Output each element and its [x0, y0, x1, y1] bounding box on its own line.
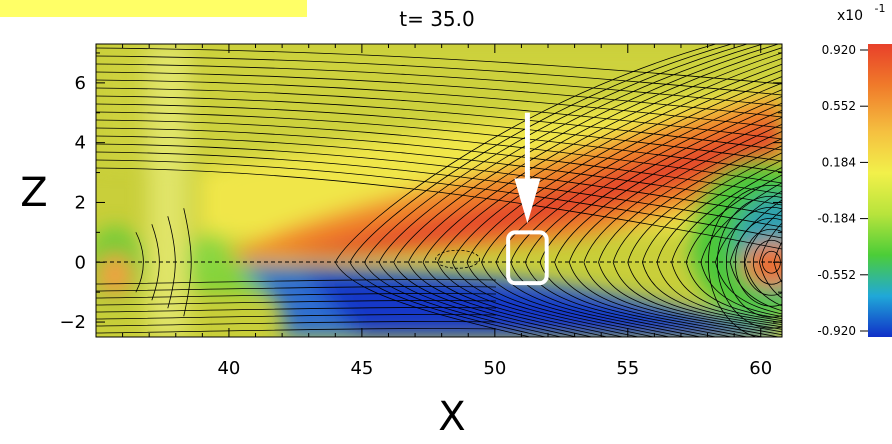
field-line: [96, 103, 782, 162]
field-line: [96, 286, 497, 292]
field-line: [378, 44, 765, 337]
field-line: [744, 209, 782, 307]
field-line: [96, 111, 782, 173]
field-line: [96, 143, 782, 217]
field-line: [627, 145, 782, 328]
field-line: [96, 127, 782, 195]
field-line: [96, 47, 782, 85]
plot-frame: [95, 43, 783, 338]
x-tick-label: 60: [749, 358, 772, 379]
field-line: [466, 69, 782, 337]
field-line: [729, 199, 782, 312]
x-tick-label: 45: [350, 358, 373, 379]
field-line: [96, 151, 782, 228]
colorbar-scale-label: x10: [837, 8, 863, 24]
annotation-arrow: [514, 112, 541, 224]
field-line: [407, 47, 782, 337]
field-line: [96, 307, 497, 313]
x-tick-label: 50: [483, 358, 506, 379]
x-tick-label: 40: [217, 358, 240, 379]
field-line: [96, 293, 497, 299]
field-line: [554, 109, 782, 337]
y-tick-label: −2: [59, 312, 86, 333]
field-line: [510, 89, 782, 337]
highlight-box: [506, 230, 549, 286]
colorbar: [868, 44, 892, 337]
field-line: [641, 152, 782, 326]
field-line: [183, 208, 192, 317]
colorbar-tick-label: 0.552: [822, 99, 856, 113]
colorbar-ticks: 0.920 0.552 0.184 -0.184 -0.552 -0.920: [817, 43, 868, 338]
y-tick-label: 2: [75, 192, 86, 213]
arrow-head: [514, 178, 541, 224]
x-axis-label: X: [438, 394, 465, 440]
y-axis: −2 0 2 4 6: [59, 52, 782, 333]
field-line: [481, 76, 782, 337]
magnetic-island: [435, 249, 481, 269]
plot-title: t= 35.0: [399, 7, 475, 31]
field-line: [568, 116, 782, 337]
field-line: [96, 55, 782, 96]
x-tick-label: 55: [616, 358, 639, 379]
yellow-label-tab: [0, 0, 307, 17]
field-line: [598, 131, 782, 333]
field-line: [583, 123, 782, 336]
x-axis: 40 45 50 55 60: [122, 44, 772, 379]
field-lines: [96, 44, 782, 337]
field-line: [437, 58, 782, 337]
colorbar-tick-label: 0.920: [822, 43, 856, 57]
field-line: [96, 328, 497, 334]
field-line: [758, 222, 782, 299]
y-tick-label: 6: [75, 73, 86, 94]
field-line: [96, 135, 782, 206]
colorbar-scale-exponent: -1: [875, 2, 886, 15]
field-line: [495, 82, 782, 337]
field-line-loop: [743, 228, 782, 296]
y-tick-label: 4: [75, 133, 86, 154]
field-line: [96, 159, 782, 239]
y-axis-label: Z: [20, 170, 47, 216]
field-line: [96, 87, 782, 140]
field-line: [393, 44, 780, 337]
colorbar-tick-label: 0.184: [822, 155, 856, 169]
field-line: [524, 96, 782, 337]
field-line-loop: [716, 195, 782, 329]
colorbar-tick-label: -0.920: [817, 324, 856, 338]
field-line: [96, 95, 782, 151]
field-line: [96, 79, 782, 129]
field-line: [96, 63, 782, 107]
field-line: [451, 63, 782, 337]
field-line: [135, 232, 144, 293]
field-line: [96, 71, 782, 118]
colorbar-tick-label: -0.552: [817, 268, 856, 282]
field-line-loop: [752, 239, 782, 285]
field-line: [334, 44, 718, 337]
field-line: [96, 314, 497, 320]
field-line: [96, 321, 497, 327]
field-line: [96, 300, 497, 306]
colorbar-tick-label: -0.184: [817, 212, 856, 226]
field-line: [612, 138, 782, 330]
field-line: [422, 52, 782, 337]
field-line: [96, 167, 782, 250]
y-tick-label: 0: [75, 252, 86, 273]
field-line: [96, 119, 782, 184]
